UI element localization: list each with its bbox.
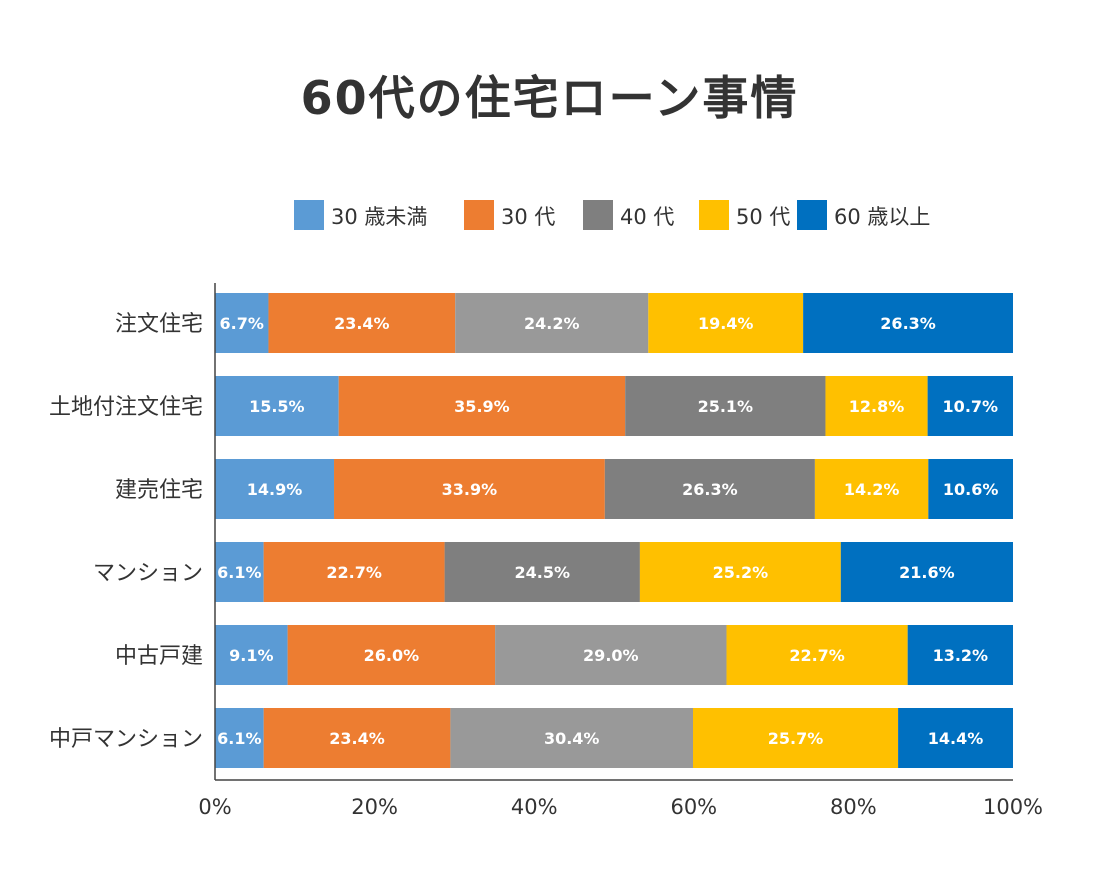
bar-segment (639, 542, 841, 602)
x-tick-label: 60% (670, 795, 717, 819)
data-label: 23.4% (329, 729, 385, 748)
x-tick-label: 0% (198, 795, 231, 819)
data-label: 14.4% (928, 729, 984, 748)
bar-segment (215, 293, 269, 353)
legend-swatch (797, 200, 827, 230)
data-label: 14.9% (247, 480, 303, 499)
data-label: 26.3% (682, 480, 738, 499)
data-label: 6.1% (217, 563, 261, 582)
x-tick-label: 80% (830, 795, 877, 819)
data-label: 10.7% (943, 397, 999, 416)
data-label: 33.9% (442, 480, 498, 499)
category-label: 建売住宅 (115, 478, 203, 503)
bar-segment (814, 459, 929, 519)
x-tick-label: 40% (511, 795, 558, 819)
legend-label: 60 歳以上 (834, 205, 930, 229)
bar-segment (215, 542, 264, 602)
category-label: 中戸マンション (49, 727, 203, 752)
legend-swatch (294, 200, 324, 230)
data-label: 21.6% (899, 563, 955, 582)
chart-title: 60代の住宅ローン事情 (300, 71, 799, 125)
bar-segment (928, 459, 1013, 519)
bar-segment (263, 542, 445, 602)
data-label: 26.0% (364, 646, 420, 665)
bar-segment (215, 708, 264, 768)
legend-label: 40 代 (620, 205, 674, 229)
category-label: 中古戸建 (115, 644, 203, 669)
data-label: 19.4% (698, 314, 754, 333)
data-label: 14.2% (844, 480, 900, 499)
bar-segment (625, 376, 826, 436)
data-label: 6.7% (220, 314, 264, 333)
legend-label: 50 代 (736, 205, 790, 229)
x-tick-label: 20% (351, 795, 398, 819)
legend-swatch (464, 200, 494, 230)
bar-segment (927, 376, 1013, 436)
bar-segment (455, 293, 649, 353)
data-label: 13.2% (933, 646, 989, 665)
data-label: 25.7% (768, 729, 824, 748)
data-label: 29.0% (583, 646, 639, 665)
bar-segment (726, 625, 908, 685)
category-label: マンション (93, 561, 203, 586)
category-label: 注文住宅 (115, 312, 203, 337)
bar-segment (215, 376, 339, 436)
bar-segment (334, 459, 605, 519)
legend-swatch (699, 200, 729, 230)
data-label: 25.2% (713, 563, 769, 582)
data-label: 24.2% (524, 314, 580, 333)
bar-segment (803, 293, 1013, 353)
bar-segment (825, 376, 928, 436)
bar-segment (338, 376, 626, 436)
data-label: 15.5% (249, 397, 305, 416)
bar-segment (693, 708, 899, 768)
data-label: 9.1% (229, 646, 273, 665)
bar-segment (215, 459, 335, 519)
bar-segment (215, 625, 288, 685)
bar-segment (604, 459, 815, 519)
data-label: 23.4% (334, 314, 390, 333)
bar-segment (444, 542, 640, 602)
legend-label: 30 代 (501, 205, 555, 229)
data-label: 12.8% (849, 397, 905, 416)
bar-segment (287, 625, 496, 685)
legend-label: 30 歳未満 (331, 205, 427, 229)
data-label: 22.7% (789, 646, 845, 665)
bar-segment (648, 293, 804, 353)
bar-segment (263, 708, 451, 768)
bar-segment (450, 708, 694, 768)
data-label: 24.5% (514, 563, 570, 582)
legend-swatch (583, 200, 613, 230)
data-label: 22.7% (326, 563, 382, 582)
bar-segment (268, 293, 456, 353)
bar-segment (907, 625, 1013, 685)
category-label: 土地付注文住宅 (49, 395, 203, 420)
data-label: 30.4% (544, 729, 600, 748)
data-label: 25.1% (698, 397, 754, 416)
x-tick-label: 100% (983, 795, 1043, 819)
data-label: 35.9% (454, 397, 510, 416)
bar-segment (898, 708, 1013, 768)
bar-segment (840, 542, 1013, 602)
data-label: 10.6% (943, 480, 999, 499)
bar-segment (495, 625, 727, 685)
data-label: 26.3% (880, 314, 936, 333)
data-label: 6.1% (217, 729, 261, 748)
